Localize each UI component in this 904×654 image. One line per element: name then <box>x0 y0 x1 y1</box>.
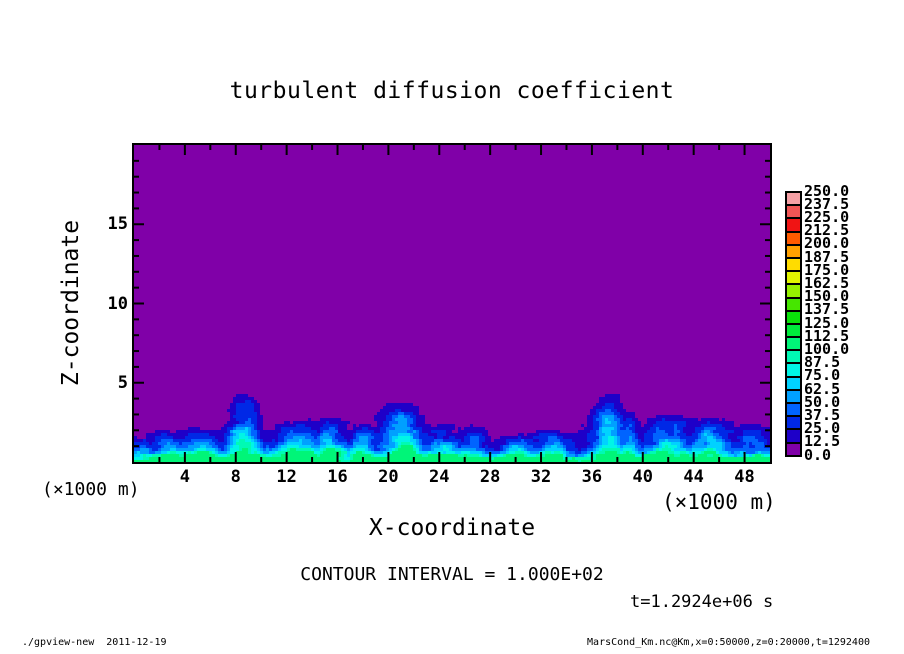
colorbar-cell <box>786 231 801 245</box>
x-tick-label: 20 <box>378 467 399 487</box>
footer-program-stamp: ./gpview-new 2011-12-19 <box>22 637 167 648</box>
colorbar-cell <box>786 389 801 403</box>
colorbar-cell <box>786 376 801 390</box>
x-axis-unit-note: (×1000 m) <box>662 490 776 514</box>
colorbar-label: 12.5 <box>804 432 841 451</box>
colorbar-label: 187.5 <box>804 247 850 266</box>
colorbar-cell <box>786 363 801 377</box>
y-tick-label: 15 <box>107 214 128 235</box>
colorbar-label: 200.0 <box>804 234 850 253</box>
chart-title: turbulent diffusion coefficient <box>229 78 675 104</box>
colorbar-cell <box>786 297 801 311</box>
colorbar-cell <box>786 284 801 298</box>
x-tick-label: 48 <box>734 467 755 487</box>
colorbar-label: 0.0 <box>804 445 832 464</box>
colorbar-label: 37.5 <box>804 405 841 424</box>
colorbar-label: 87.5 <box>804 353 841 372</box>
heatmap-field-canvas <box>134 145 770 462</box>
x-tick-label: 40 <box>632 467 654 487</box>
colorbar-label: 150.0 <box>804 287 850 306</box>
x-tick-label: 16 <box>327 467 348 487</box>
x-tick-label: 8 <box>230 467 241 487</box>
colorbar-cell <box>786 429 801 443</box>
colorbar-cell <box>786 323 801 338</box>
colorbar-label: 100.0 <box>804 339 850 358</box>
colorbar-label: 25.0 <box>804 419 841 438</box>
colorbar <box>785 191 802 457</box>
colorbar-cell <box>786 350 801 364</box>
colorbar-cell <box>786 337 801 351</box>
axis-ticks <box>134 145 770 462</box>
x-tick-label: 36 <box>581 467 603 487</box>
colorbar-label: 237.5 <box>804 194 850 213</box>
colorbar-label: 137.5 <box>804 300 850 319</box>
colorbar-cell <box>786 257 801 272</box>
x-tick-label: 12 <box>276 467 297 487</box>
colorbar-label: 112.5 <box>804 326 850 345</box>
colorbar-cell <box>786 218 801 232</box>
colorbar-label: 175.0 <box>804 260 850 279</box>
colorbar-label: 50.0 <box>804 392 841 411</box>
colorbar-label: 250.0 <box>804 181 850 200</box>
x-tick-label: 4 <box>179 467 190 487</box>
plot-area <box>132 143 772 464</box>
colorbar-label: 75.0 <box>804 366 841 385</box>
x-tick-label: 28 <box>479 467 501 487</box>
colorbar-label: 62.5 <box>804 379 841 398</box>
colorbar-cell <box>786 192 801 206</box>
contour-interval-note: CONTOUR INTERVAL = 1.000E+02 <box>300 564 604 585</box>
colorbar-label: 162.5 <box>804 273 850 292</box>
colorbar-label: 212.5 <box>804 221 850 240</box>
y-axis-label: Z-coordinate <box>58 219 84 387</box>
colorbar-cell <box>786 244 801 258</box>
colorbar-label: 125.0 <box>804 313 850 332</box>
colorbar-cell <box>786 416 801 430</box>
x-tick-label: 24 <box>429 467 450 487</box>
colorbar-cell <box>786 205 801 219</box>
colorbar-label: 225.0 <box>804 207 850 226</box>
colorbar-cell <box>786 442 801 456</box>
footer-data-source-stamp: MarsCond_Km.nc@Km,x=0:50000,z=0:20000,t=… <box>587 637 870 648</box>
colorbar-cell <box>786 271 801 285</box>
time-annotation: t=1.2924e+06 s <box>630 592 774 612</box>
x-axis-label: X-coordinate <box>368 515 536 541</box>
y-tick-label: 10 <box>107 293 128 314</box>
colorbar-cell <box>786 310 801 324</box>
y-axis-unit-note: (×1000 m) <box>42 479 140 500</box>
colorbar-cell <box>786 403 801 417</box>
y-tick-label: 5 <box>117 372 128 393</box>
x-tick-label: 44 <box>683 467 704 487</box>
x-tick-label: 32 <box>530 467 552 487</box>
